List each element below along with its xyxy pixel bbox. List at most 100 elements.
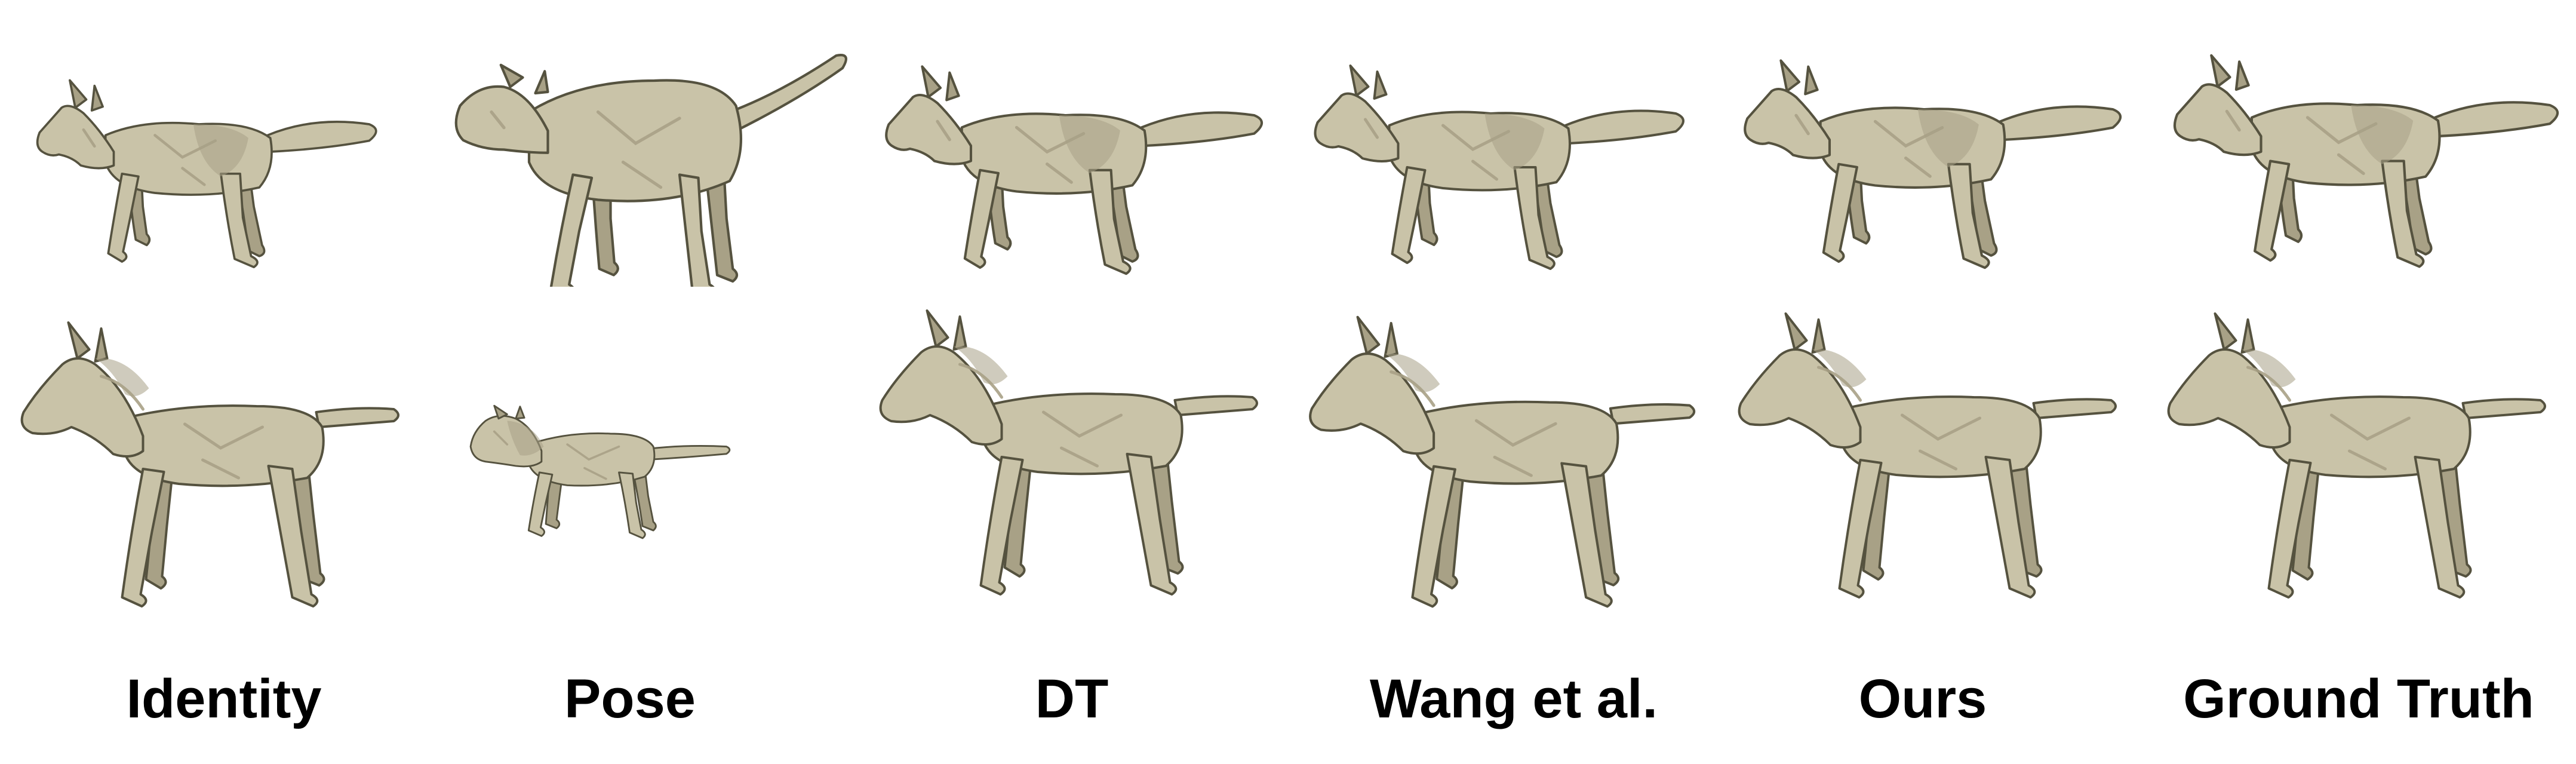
near-leg-shape bbox=[1984, 456, 2036, 599]
wolf-mesh bbox=[1744, 59, 2122, 269]
horse-mesh-svg bbox=[20, 321, 399, 607]
tail-shape bbox=[1609, 403, 1696, 425]
facet-line bbox=[1060, 446, 1099, 468]
facet-line bbox=[2337, 153, 2365, 175]
near-leg-shape bbox=[121, 468, 165, 607]
mesh-cell-wolf-identity bbox=[0, 0, 429, 287]
tail-shape bbox=[1999, 105, 2122, 142]
wolf-mesh bbox=[1314, 65, 1684, 270]
mesh-cell-wolf-ours bbox=[1717, 0, 2147, 287]
ear-shape bbox=[1811, 318, 1826, 354]
caption-pose: Pose bbox=[564, 668, 696, 729]
shade-patch bbox=[507, 421, 544, 456]
far-leg-shape bbox=[631, 465, 657, 532]
near-leg-shape bbox=[527, 471, 554, 537]
ear-shape bbox=[1779, 59, 1801, 93]
lion-mesh bbox=[469, 404, 731, 539]
tail-shape bbox=[1173, 395, 1258, 416]
facet-line bbox=[1901, 413, 1981, 441]
ear-shape bbox=[94, 327, 109, 363]
wolf-mesh-svg bbox=[1744, 59, 2122, 269]
facet-line bbox=[1471, 159, 1498, 181]
caption-dt: DT bbox=[1035, 668, 1109, 729]
ear-shape bbox=[90, 84, 104, 112]
tail-shape bbox=[2461, 398, 2546, 419]
facet-line bbox=[936, 119, 951, 142]
facet-line bbox=[82, 128, 96, 148]
near-leg-shape bbox=[1513, 166, 1556, 270]
horse-mesh-svg bbox=[879, 309, 1258, 596]
calf-mesh-svg bbox=[454, 54, 847, 287]
wolf-mesh-svg bbox=[36, 79, 377, 269]
head-shape bbox=[879, 345, 1003, 446]
ear-shape bbox=[534, 70, 549, 95]
shade-patch bbox=[1059, 115, 1120, 173]
near-leg-shape bbox=[267, 465, 319, 607]
ear-shape bbox=[515, 406, 525, 420]
column-captions: Identity Pose DT Wang et al. Ours Ground… bbox=[0, 654, 2576, 744]
tail-shape bbox=[266, 121, 377, 153]
facet-line bbox=[2225, 109, 2241, 132]
shade-patch bbox=[1484, 113, 1545, 170]
facet-line bbox=[566, 443, 620, 461]
far-leg-shape bbox=[703, 161, 739, 283]
shade-patch bbox=[1917, 109, 1979, 167]
caption-wang-et-al: Wang et al. bbox=[1369, 668, 1658, 729]
mesh-cell-wolf-wang bbox=[1288, 0, 1717, 287]
shade-patch bbox=[193, 124, 248, 177]
near-leg-shape bbox=[618, 471, 646, 539]
mesh-cell-horse-ours bbox=[1717, 275, 2147, 657]
ear-shape bbox=[1373, 70, 1388, 100]
caption-ours: Ours bbox=[1858, 668, 1987, 729]
near-leg-shape bbox=[1838, 459, 1883, 599]
tail-shape bbox=[728, 54, 847, 133]
facet-line bbox=[493, 430, 509, 446]
caption-ground-truth: Ground Truth bbox=[2183, 668, 2534, 729]
ear-shape bbox=[2240, 318, 2255, 354]
ear-shape bbox=[69, 79, 88, 109]
facet-line bbox=[183, 422, 264, 450]
mesh-cell-wolf-dt bbox=[859, 0, 1288, 287]
horse-mesh-svg bbox=[2167, 312, 2546, 599]
shade-patch bbox=[1385, 353, 1440, 392]
mesh-cell-horse-dt bbox=[859, 275, 1288, 657]
tail-shape bbox=[648, 444, 731, 461]
wolf-mesh bbox=[2173, 54, 2559, 268]
ear-shape bbox=[1349, 65, 1370, 97]
mesh-cell-horse-wang bbox=[1288, 275, 1717, 657]
horse-mesh-svg bbox=[1309, 315, 1696, 608]
head-shape bbox=[1314, 92, 1400, 162]
near-leg-shape bbox=[2267, 459, 2312, 599]
ear-shape bbox=[926, 309, 949, 348]
facet-line bbox=[2330, 413, 2411, 441]
ear-shape bbox=[945, 71, 960, 102]
ear-shape bbox=[1384, 321, 1398, 358]
facet-line bbox=[1042, 410, 1123, 438]
near-leg-shape bbox=[2254, 159, 2291, 262]
near-leg-shape bbox=[678, 173, 715, 287]
shade-patch bbox=[1812, 349, 1867, 388]
wolf-row bbox=[0, 0, 2576, 287]
horse-mesh bbox=[1738, 312, 2117, 599]
mesh-cell-lion-pose bbox=[429, 275, 859, 657]
near-leg-shape bbox=[963, 168, 1000, 269]
horse-mesh bbox=[879, 309, 1258, 596]
near-leg-shape bbox=[1822, 162, 1858, 263]
head-shape bbox=[2167, 348, 2291, 449]
facet-line bbox=[583, 467, 607, 480]
mesh-cell-wolf-ground-truth bbox=[2147, 0, 2576, 287]
facet-line bbox=[1474, 419, 1557, 447]
head-shape bbox=[20, 357, 145, 458]
head-shape bbox=[885, 94, 973, 165]
ear-shape bbox=[1356, 315, 1381, 355]
near-leg-shape bbox=[1391, 166, 1427, 264]
lion-mesh-svg bbox=[469, 404, 731, 539]
ear-shape bbox=[2234, 60, 2250, 91]
horse-mesh bbox=[2167, 312, 2546, 599]
head-shape bbox=[2173, 83, 2263, 157]
facet-line bbox=[596, 110, 681, 146]
head-shape bbox=[454, 85, 549, 154]
shade-patch bbox=[2242, 349, 2296, 388]
near-leg-shape bbox=[2381, 159, 2425, 268]
